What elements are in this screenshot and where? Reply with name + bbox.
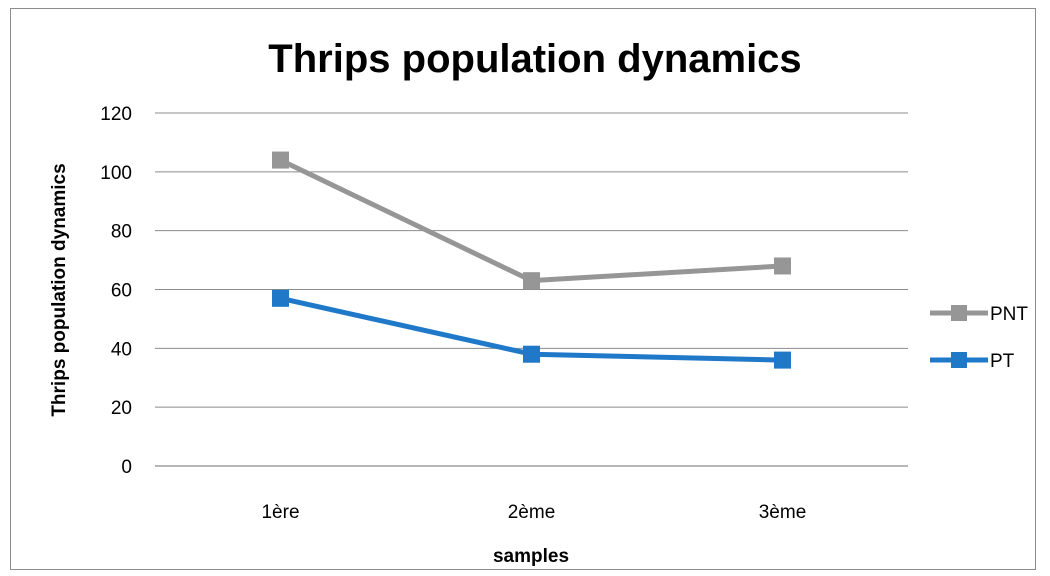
data-point (272, 151, 289, 169)
data-point (523, 272, 540, 290)
legend-marker (951, 305, 967, 321)
y-axis-title: Thrips population dynamics (49, 163, 70, 416)
series-group (272, 151, 791, 369)
x-axis-ticks: 1ère 2ème 3ème (261, 502, 806, 523)
chart-title: Thrips population dynamics (268, 37, 801, 81)
y-tick-label: 40 (111, 339, 132, 360)
legend-item: PNT (930, 304, 1028, 325)
y-tick-label: 80 (111, 222, 132, 243)
x-axis-title: samples (493, 546, 569, 567)
legend-marker (951, 352, 967, 368)
y-axis-ticks: 0 20 40 60 80 100 120 (100, 104, 132, 478)
data-point (774, 257, 791, 275)
legend-label: PT (990, 351, 1015, 372)
legend-label: PNT (990, 304, 1028, 325)
gridlines (155, 112, 908, 408)
y-tick-label: 120 (100, 104, 132, 125)
data-point (272, 289, 289, 307)
x-tick-label: 1ère (261, 502, 299, 523)
y-tick-label: 60 (111, 281, 132, 302)
data-point (523, 345, 540, 363)
legend-item: PT (930, 351, 1015, 372)
x-tick-label: 2ème (508, 502, 556, 523)
x-tick-label: 3ème (759, 502, 807, 523)
series-pnt (272, 151, 791, 290)
data-point (774, 351, 791, 369)
series-pt (272, 289, 791, 369)
series-line (278, 157, 785, 284)
y-tick-label: 100 (100, 163, 132, 184)
legend: PNT PT (930, 304, 1028, 372)
y-tick-label: 20 (111, 398, 132, 419)
y-tick-label: 0 (121, 457, 132, 478)
